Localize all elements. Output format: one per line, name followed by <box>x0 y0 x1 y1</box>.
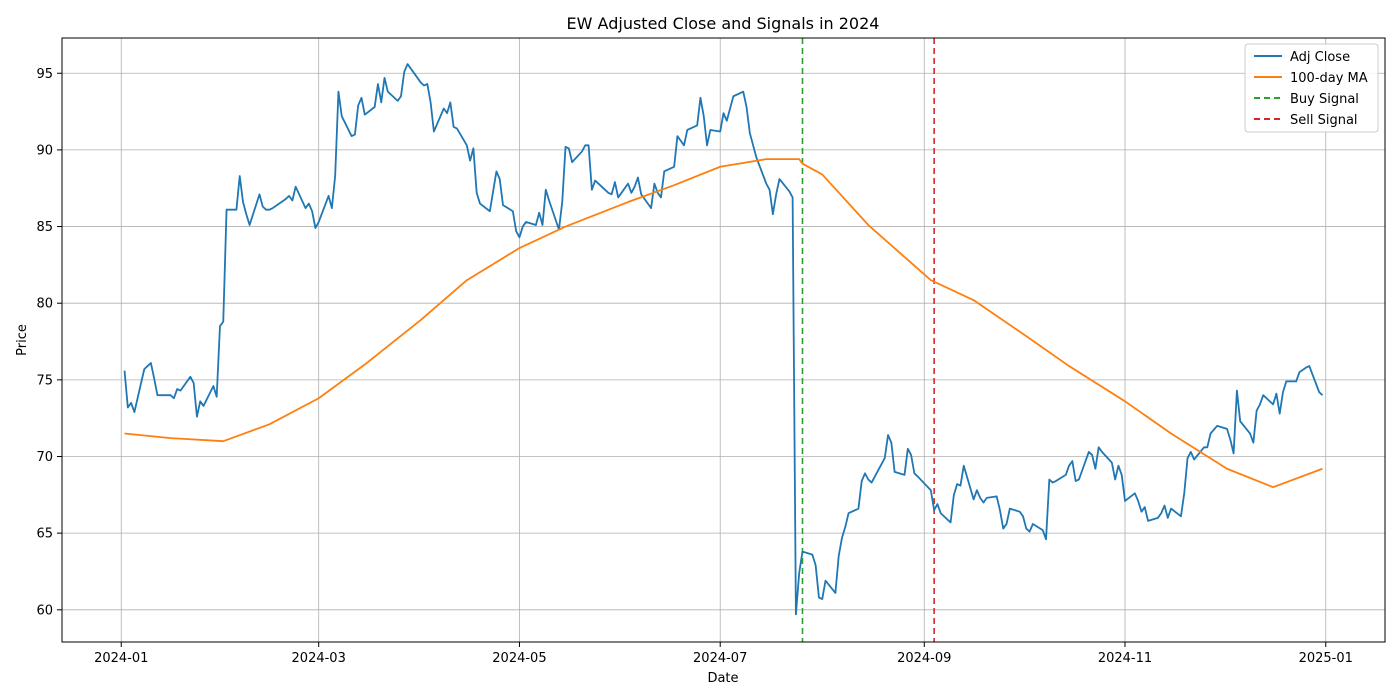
y-tick-label: 85 <box>36 220 53 235</box>
plot-frame <box>61 37 1386 643</box>
x-axis-label: Date <box>707 671 738 686</box>
x-tick-label: 2024-03 <box>292 651 346 666</box>
x-tick-label: 2024-07 <box>693 651 747 666</box>
chart-title: EW Adjusted Close and Signals in 2024 <box>567 14 880 33</box>
y-tick-label: 70 <box>36 450 53 465</box>
moving-average-line <box>124 158 1323 489</box>
legend-label-ma: 100-day MA <box>1290 71 1368 86</box>
adj-close-line <box>123 63 1324 616</box>
x-tick-label: 2024-01 <box>94 651 148 666</box>
legend: Adj Close 100-day MA Buy Signal Sell Sig… <box>1244 43 1379 133</box>
y-tick-label: 95 <box>36 67 53 82</box>
legend-label-adj-close: Adj Close <box>1290 50 1350 65</box>
x-tick-label: 2024-09 <box>897 651 951 666</box>
legend-label-sell: Sell Signal <box>1290 113 1358 128</box>
x-tick-label: 2024-05 <box>492 651 546 666</box>
x-tick-label: 2025-01 <box>1299 651 1353 666</box>
legend-label-buy: Buy Signal <box>1290 92 1359 107</box>
signal-lines <box>801 38 935 642</box>
y-tick-label: 60 <box>36 603 53 618</box>
series-lines <box>123 63 1324 616</box>
y-tick-label: 75 <box>36 373 53 388</box>
y-tick-label: 65 <box>36 527 53 542</box>
x-tick-label: 2024-11 <box>1098 651 1152 666</box>
ticks: 2024-01 2024-03 2024-05 2024-07 2024-09 2024-… <box>36 67 1352 666</box>
y-tick-label: 90 <box>36 143 53 158</box>
legend-box <box>1244 43 1379 133</box>
y-tick-label: 80 <box>36 297 53 312</box>
y-axis-label: Price <box>15 324 30 356</box>
grid <box>62 38 1385 642</box>
